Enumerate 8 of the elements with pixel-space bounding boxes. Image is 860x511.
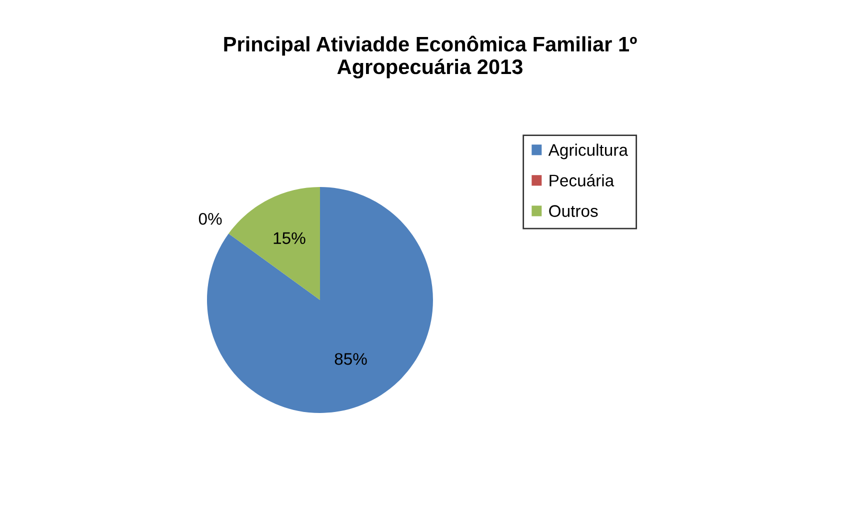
legend-label: Agricultura — [548, 144, 628, 160]
data-label: 15% — [274, 232, 306, 244]
text: 0% — [198, 212, 222, 225]
pie-slice — [228, 187, 320, 300]
legend-label: Pecuária — [550, 174, 614, 186]
chart-title: Principal Ativiadde Econômica Familiar 1º Agropecuária 2013 — [224, 36, 637, 78]
data-label: 85% — [334, 353, 367, 365]
legend-label: Outros — [549, 205, 598, 217]
